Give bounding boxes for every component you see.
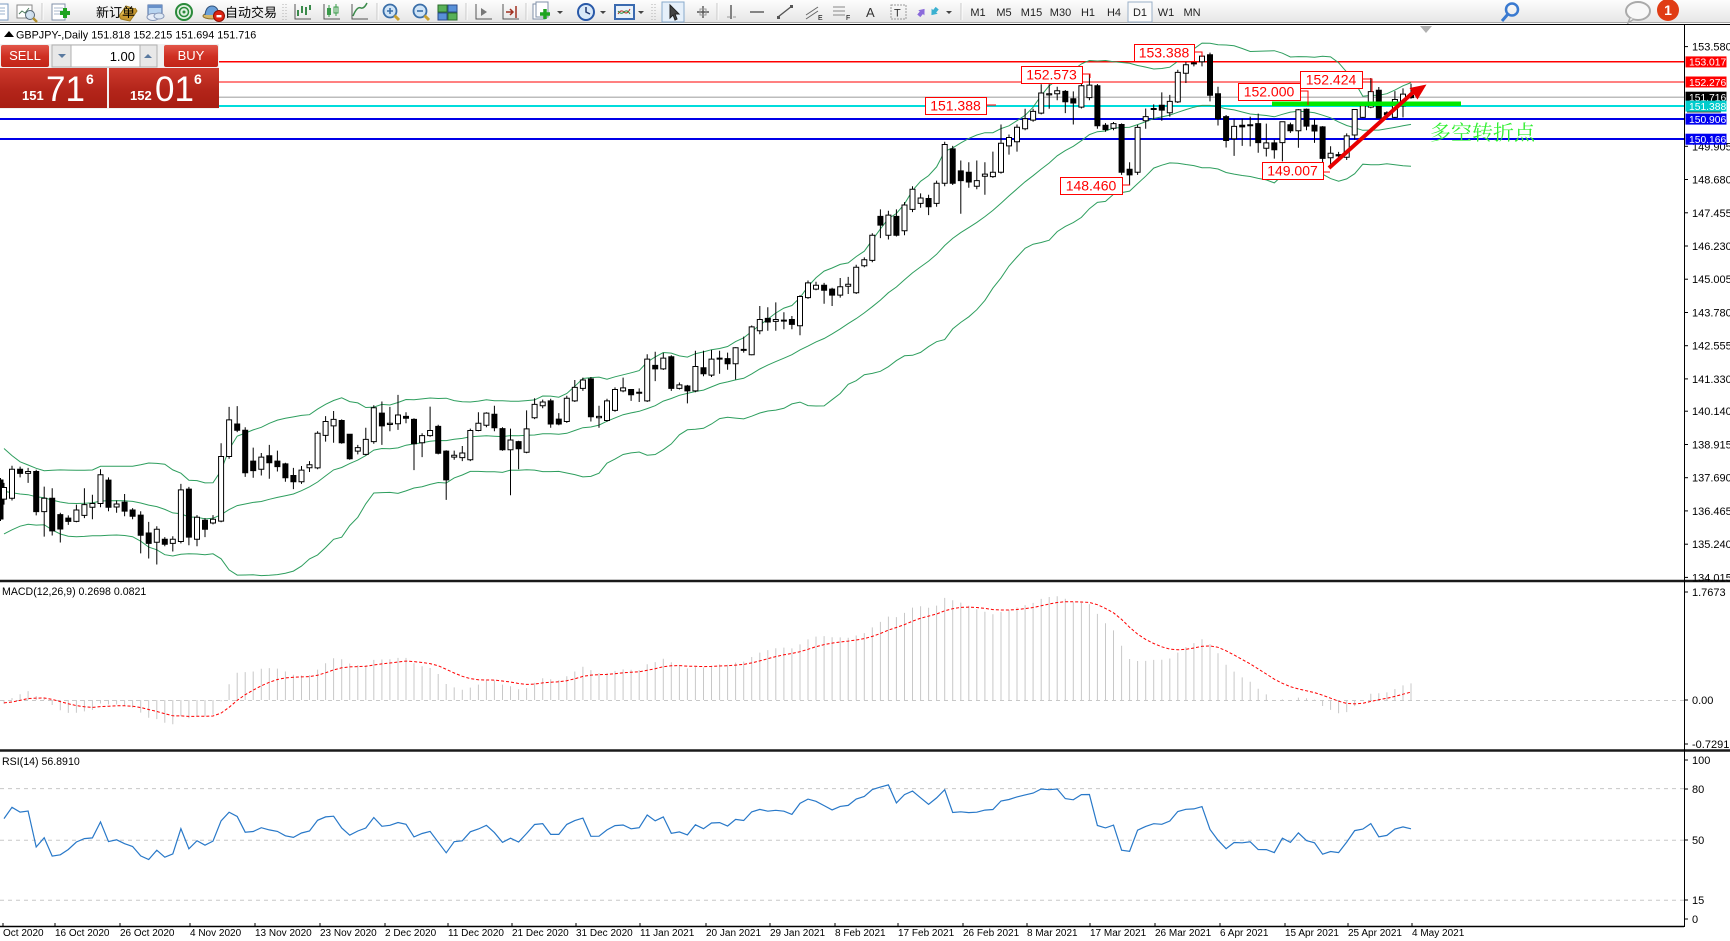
- svg-text:H1: H1: [1081, 7, 1095, 19]
- svg-text:152.000: 152.000: [1244, 84, 1295, 100]
- svg-text:15: 15: [1692, 895, 1704, 907]
- svg-text:16 Oct 2020: 16 Oct 2020: [55, 928, 110, 939]
- svg-text:T: T: [894, 8, 901, 20]
- svg-text:-0.7291: -0.7291: [1692, 739, 1729, 751]
- svg-text:151.716: 151.716: [1689, 93, 1726, 104]
- svg-text:142.555: 142.555: [1692, 341, 1730, 353]
- svg-text:E: E: [818, 15, 823, 22]
- svg-text:20 Jan 2021: 20 Jan 2021: [706, 928, 761, 939]
- svg-text:4 May 2021: 4 May 2021: [1412, 928, 1465, 939]
- svg-text:H4: H4: [1107, 7, 1121, 19]
- svg-text:153.388: 153.388: [1139, 45, 1190, 61]
- svg-text:138.915: 138.915: [1692, 440, 1730, 452]
- svg-text:148.680: 148.680: [1692, 175, 1730, 187]
- svg-text:153.580: 153.580: [1692, 42, 1730, 54]
- svg-text:147.455: 147.455: [1692, 208, 1730, 220]
- svg-text:2 Dec 2020: 2 Dec 2020: [385, 928, 437, 939]
- svg-text:MACD(12,26,9) 0.2698 0.0821: MACD(12,26,9) 0.2698 0.0821: [2, 586, 146, 598]
- svg-text:Oct 2020: Oct 2020: [3, 928, 44, 939]
- svg-text:25 Apr 2021: 25 Apr 2021: [1348, 928, 1402, 939]
- svg-text:A: A: [866, 5, 875, 20]
- svg-text:153.017: 153.017: [1689, 58, 1726, 69]
- svg-text:M30: M30: [1050, 7, 1071, 19]
- svg-text:8 Feb 2021: 8 Feb 2021: [835, 928, 886, 939]
- svg-text:11 Dec 2020: 11 Dec 2020: [448, 928, 504, 939]
- svg-text:26 Feb 2021: 26 Feb 2021: [963, 928, 1020, 939]
- svg-text:50: 50: [1692, 835, 1704, 847]
- svg-text:151: 151: [22, 88, 44, 103]
- svg-text:1.00: 1.00: [110, 49, 135, 64]
- svg-text:BUY: BUY: [178, 48, 205, 63]
- svg-text:151.388: 151.388: [930, 98, 981, 114]
- svg-text:152.424: 152.424: [1306, 72, 1357, 88]
- svg-text:137.690: 137.690: [1692, 473, 1730, 485]
- svg-text:6: 6: [194, 71, 202, 87]
- svg-text:15 Apr 2021: 15 Apr 2021: [1285, 928, 1339, 939]
- svg-text:152: 152: [130, 88, 152, 103]
- svg-text:31 Dec 2020: 31 Dec 2020: [576, 928, 633, 939]
- svg-text:6: 6: [86, 71, 94, 87]
- svg-text:23 Nov 2020: 23 Nov 2020: [320, 928, 377, 939]
- svg-text:11 Jan 2021: 11 Jan 2021: [640, 928, 695, 939]
- svg-text:RSI(14) 56.8910: RSI(14) 56.8910: [2, 756, 80, 768]
- svg-text:145.005: 145.005: [1692, 274, 1730, 286]
- svg-text:13 Nov 2020: 13 Nov 2020: [255, 928, 312, 939]
- svg-text:M5: M5: [996, 7, 1011, 19]
- svg-text:136.465: 136.465: [1692, 506, 1730, 518]
- svg-text:149.007: 149.007: [1267, 163, 1318, 179]
- svg-text:152.573: 152.573: [1026, 67, 1077, 83]
- svg-text:150.906: 150.906: [1689, 115, 1726, 126]
- svg-text:141.330: 141.330: [1692, 374, 1730, 386]
- svg-text:8 Mar 2021: 8 Mar 2021: [1027, 928, 1078, 939]
- svg-text:29 Jan 2021: 29 Jan 2021: [770, 928, 825, 939]
- svg-text:134.015: 134.015: [1692, 572, 1730, 584]
- svg-text:SELL: SELL: [9, 48, 41, 63]
- svg-text:135.240: 135.240: [1692, 539, 1730, 551]
- svg-text:21 Dec 2020: 21 Dec 2020: [512, 928, 569, 939]
- svg-text:148.460: 148.460: [1066, 178, 1117, 194]
- svg-text:0: 0: [1692, 914, 1698, 926]
- svg-text:17 Feb 2021: 17 Feb 2021: [898, 928, 955, 939]
- svg-text:140.140: 140.140: [1692, 406, 1730, 418]
- svg-text:6 Apr 2021: 6 Apr 2021: [1220, 928, 1269, 939]
- svg-text:1.7673: 1.7673: [1692, 587, 1726, 599]
- svg-text:152.276: 152.276: [1689, 78, 1726, 89]
- svg-text:W1: W1: [1158, 7, 1175, 19]
- svg-text:M1: M1: [970, 7, 985, 19]
- svg-text:80: 80: [1692, 784, 1704, 796]
- svg-text:M15: M15: [1021, 7, 1042, 19]
- svg-text:151.388: 151.388: [1689, 102, 1726, 113]
- svg-text:4 Nov 2020: 4 Nov 2020: [190, 928, 242, 939]
- svg-text:01: 01: [155, 70, 194, 109]
- svg-text:F: F: [846, 15, 850, 22]
- svg-text:143.780: 143.780: [1692, 308, 1730, 320]
- svg-text:26 Oct 2020: 26 Oct 2020: [120, 928, 175, 939]
- svg-text:26 Mar 2021: 26 Mar 2021: [1155, 928, 1212, 939]
- svg-text:17 Mar 2021: 17 Mar 2021: [1090, 928, 1147, 939]
- svg-text:146.230: 146.230: [1692, 241, 1730, 253]
- svg-text:1: 1: [1664, 2, 1672, 18]
- svg-text:71: 71: [46, 70, 85, 109]
- svg-text:100: 100: [1692, 755, 1710, 767]
- svg-text:GBPJPY-,Daily 151.818 152.215: GBPJPY-,Daily 151.818 152.215 151.694 15…: [16, 30, 256, 42]
- svg-text:0.00: 0.00: [1692, 695, 1713, 707]
- svg-text:150.166: 150.166: [1689, 135, 1726, 146]
- svg-text:D1: D1: [1133, 7, 1147, 19]
- svg-text:MN: MN: [1183, 7, 1200, 19]
